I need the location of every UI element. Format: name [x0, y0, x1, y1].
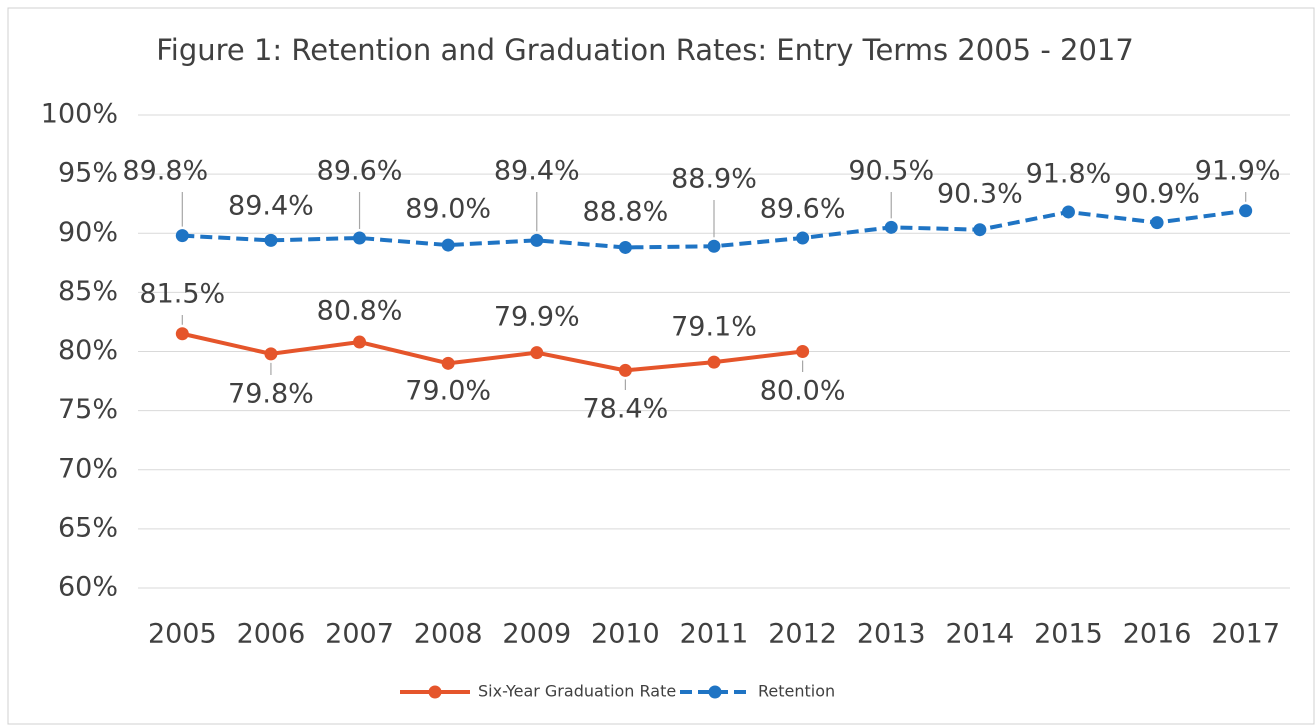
x-tick-label: 2016 — [1123, 619, 1192, 650]
y-tick-label: 60% — [58, 572, 118, 603]
data-label: 79.8% — [228, 379, 314, 410]
data-point — [884, 220, 898, 234]
x-tick-label: 2005 — [148, 619, 217, 650]
data-point — [618, 363, 632, 377]
series-line — [181, 331, 803, 373]
data-label: 89.6% — [760, 194, 846, 225]
data-point — [796, 345, 810, 358]
data-point — [530, 233, 544, 247]
y-tick-label: 75% — [58, 394, 118, 425]
data-point — [796, 231, 810, 245]
data-label: 89.8% — [122, 156, 208, 187]
data-label: 90.5% — [848, 156, 934, 187]
y-tick-label: 80% — [58, 335, 118, 366]
data-label: 80.0% — [760, 376, 846, 407]
data-label: 89.6% — [317, 156, 403, 187]
data-label: 91.9% — [1195, 156, 1281, 187]
x-tick-label: 2011 — [680, 619, 749, 650]
data-label: 91.8% — [1026, 159, 1112, 190]
legend-label: Retention — [758, 682, 835, 701]
data-point — [353, 335, 367, 349]
x-tick-label: 2007 — [325, 619, 394, 650]
data-label: 80.8% — [317, 296, 403, 327]
data-point — [973, 223, 987, 237]
data-point — [618, 240, 632, 254]
x-tick-label: 2008 — [414, 619, 483, 650]
data-point — [175, 327, 189, 341]
data-point — [264, 347, 278, 361]
data-label: 79.1% — [671, 312, 757, 343]
data-label: 78.4% — [582, 394, 668, 425]
data-label: 89.4% — [228, 191, 314, 222]
data-label: 81.5% — [139, 279, 225, 310]
x-tick-label: 2015 — [1034, 619, 1103, 650]
x-tick-label: 2009 — [502, 619, 571, 650]
y-tick-label: 65% — [58, 512, 118, 543]
chart-title: Figure 1: Retention and Graduation Rates… — [156, 33, 1134, 67]
data-label: 79.9% — [494, 302, 580, 333]
data-point — [175, 229, 189, 243]
data-point — [1150, 216, 1164, 230]
data-point — [1061, 205, 1075, 219]
legend-label: Six-Year Graduation Rate — [478, 682, 676, 701]
data-label: 90.3% — [937, 179, 1023, 210]
data-point — [707, 355, 721, 369]
legend-marker — [708, 685, 722, 699]
data-label: 89.4% — [494, 156, 580, 187]
y-tick-label: 70% — [58, 453, 118, 484]
x-tick-label: 2012 — [768, 619, 837, 650]
data-point — [353, 231, 367, 245]
y-tick-label: 90% — [58, 217, 118, 248]
y-tick-label: 85% — [58, 276, 118, 307]
x-tick-label: 2006 — [237, 619, 306, 650]
y-tick-label: 100% — [41, 99, 118, 130]
x-tick-label: 2014 — [945, 619, 1014, 650]
data-point — [1239, 204, 1253, 218]
data-label: 88.9% — [671, 164, 757, 195]
data-point — [707, 239, 721, 253]
x-tick-label: 2017 — [1211, 619, 1280, 650]
data-label: 79.0% — [405, 376, 491, 407]
data-point — [264, 233, 278, 247]
y-tick-label: 95% — [58, 158, 118, 189]
x-tick-label: 2013 — [857, 619, 926, 650]
data-point — [441, 356, 455, 370]
x-tick-label: 2010 — [591, 619, 660, 650]
data-label: 89.0% — [405, 194, 491, 225]
data-point — [530, 346, 544, 360]
data-label: 90.9% — [1114, 179, 1200, 210]
data-point — [441, 238, 455, 252]
legend-marker — [428, 685, 442, 699]
data-label: 88.8% — [582, 197, 668, 228]
